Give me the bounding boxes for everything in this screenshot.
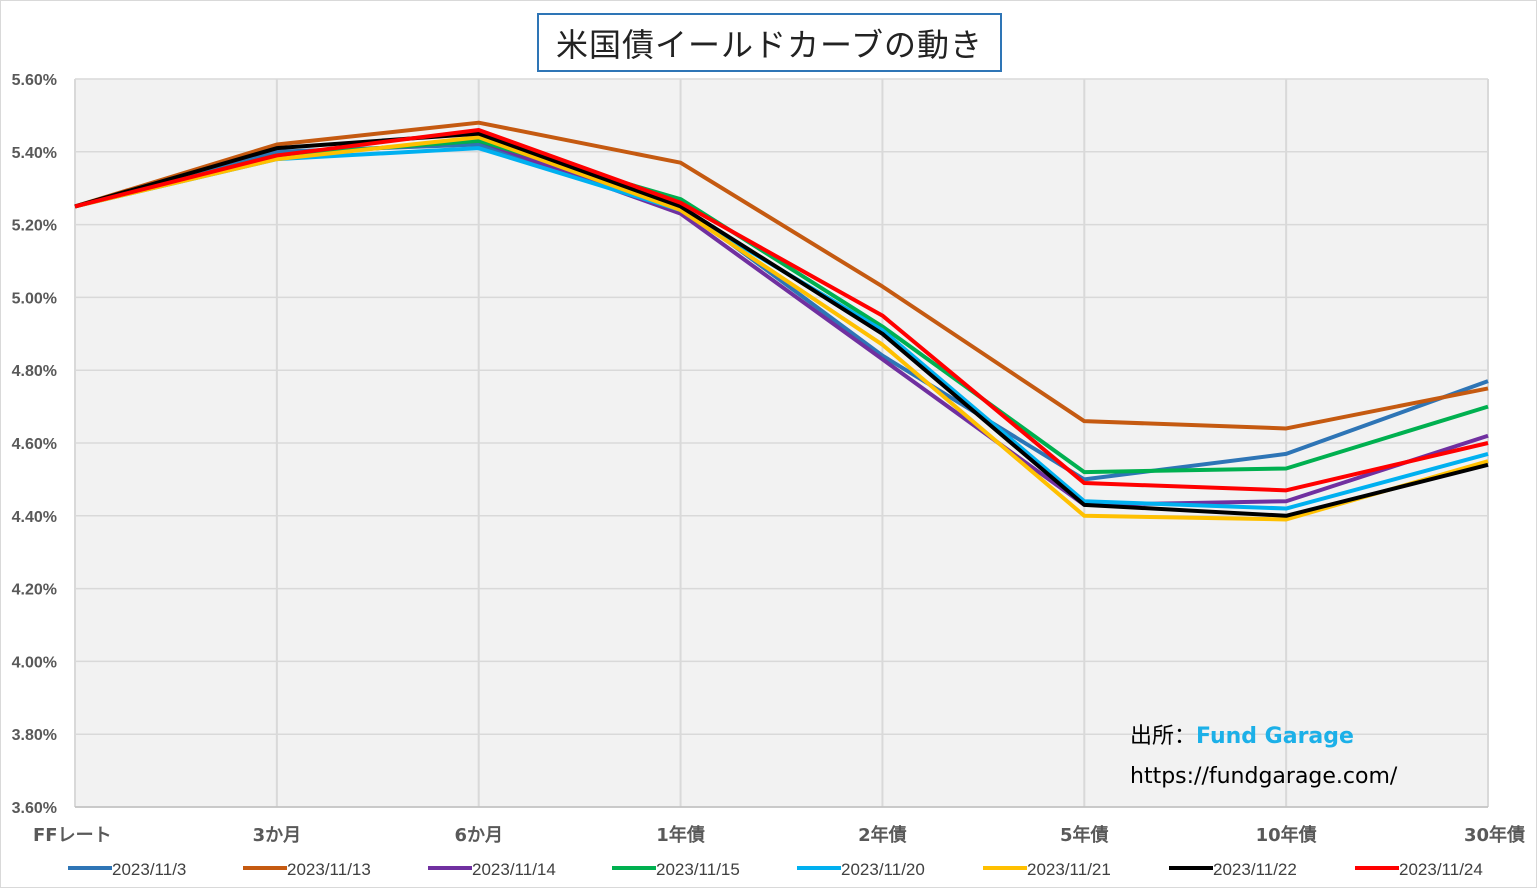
legend-label: 2023/11/22 — [1213, 860, 1297, 879]
legend-label: 2023/11/13 — [287, 860, 371, 879]
source-line: 出所：Fund Garage — [1130, 718, 1397, 750]
y-tick-label: 4.60% — [12, 436, 57, 453]
y-tick-label: 5.00% — [12, 290, 57, 307]
y-tick-label: 3.80% — [12, 727, 57, 744]
series-line — [74, 120, 1489, 431]
legend-label: 2023/11/3 — [112, 860, 186, 879]
x-tick-label: 2年債 — [858, 824, 907, 846]
chart-title: 米国債イールドカーブの動き — [555, 25, 984, 64]
x-tick-label: 3か月 — [253, 825, 302, 846]
legend-label: 2023/11/15 — [656, 860, 740, 879]
y-tick-label: 4.80% — [12, 363, 57, 380]
legend-label: 2023/11/14 — [472, 860, 556, 879]
x-tick-label: 30年債 — [1464, 824, 1525, 846]
x-tick-label: 5年債 — [1060, 824, 1109, 846]
y-tick-label: 4.40% — [12, 509, 57, 526]
y-axis-ticks: 3.60% 3.80% 4.00% 4.20% 4.40% 4.60% 4.80% 5.00%… — [12, 72, 57, 817]
series-line — [74, 131, 1489, 518]
y-tick-label: 4.00% — [12, 654, 57, 671]
x-axis-ticks: FFレート 3か月 6か月 1年債 2年債 5年債 10年債 30年債 — [33, 824, 1525, 846]
series-line — [74, 135, 1489, 522]
source-block: 出所：Fund Garage https://fundgarage.com/ — [1130, 718, 1397, 789]
source-label: 出所： — [1130, 724, 1197, 749]
x-tick-label: 10年債 — [1256, 824, 1317, 846]
y-tick-label: 5.20% — [12, 218, 57, 235]
source-name: Fund Garage — [1196, 724, 1354, 749]
x-tick-label: 6か月 — [454, 825, 503, 846]
y-tick-label: 5.40% — [12, 145, 57, 162]
series-layer — [74, 120, 1489, 522]
x-tick-label: 1年債 — [656, 824, 705, 846]
series-line — [74, 127, 1489, 493]
y-tick-label: 3.60% — [12, 800, 57, 817]
legend-label: 2023/11/20 — [841, 860, 925, 879]
source-url: https://fundgarage.com/ — [1130, 764, 1398, 789]
legend: 2023/11/3 2023/11/13 2023/11/14 2023/11/15 2… — [68, 860, 1483, 879]
x-tick-label: FFレート — [33, 825, 112, 846]
chart-title-box: 米国債イールドカーブの動き — [537, 13, 1002, 72]
legend-label: 2023/11/21 — [1027, 860, 1111, 879]
y-tick-label: 4.20% — [12, 582, 57, 599]
y-tick-label: 5.60% — [12, 72, 57, 89]
legend-label: 2023/11/24 — [1399, 860, 1483, 879]
